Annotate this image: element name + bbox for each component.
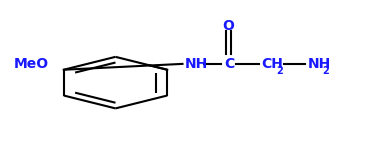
Text: C: C: [224, 57, 234, 71]
Text: 2: 2: [276, 66, 283, 76]
Text: O: O: [223, 19, 234, 33]
Text: NH: NH: [307, 57, 331, 71]
Text: CH: CH: [261, 57, 283, 71]
Text: NH: NH: [184, 57, 208, 71]
Text: 2: 2: [322, 66, 329, 76]
Text: MeO: MeO: [14, 57, 49, 71]
